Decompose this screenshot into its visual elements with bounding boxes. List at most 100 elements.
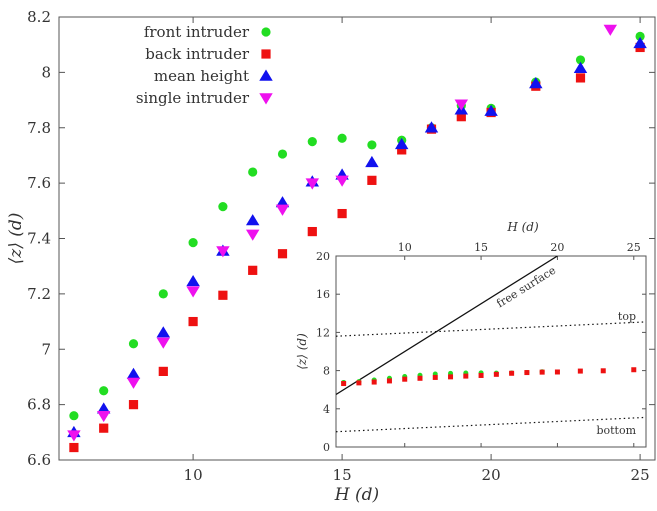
- inset-x-tick-label: 25: [627, 241, 641, 254]
- data-point: [424, 121, 439, 133]
- data-point: [218, 202, 228, 212]
- inset-line-free-surface: [336, 256, 558, 396]
- data-point: [126, 377, 141, 389]
- inset-lines: [336, 256, 646, 433]
- y-axis-label: ⟨z⟩ (d): [6, 213, 26, 265]
- legend-label: single intruder: [136, 89, 250, 107]
- inset-data-point: [577, 368, 583, 374]
- data-point: [96, 410, 111, 423]
- legend-label: back intruder: [145, 45, 250, 63]
- data-point: [307, 136, 317, 147]
- data-point: [248, 265, 258, 275]
- y-tick-label: 7.2: [27, 285, 51, 303]
- inset-data-point: [448, 374, 454, 380]
- data-point: [128, 339, 139, 349]
- data-point: [277, 249, 288, 259]
- y-tick-label: 6.8: [27, 396, 51, 414]
- inset-data-point: [402, 376, 408, 382]
- data-point: [635, 31, 645, 41]
- inset-data-point: [356, 380, 362, 386]
- inset-data-point: [341, 381, 347, 387]
- data-point: [96, 402, 111, 414]
- inset-y-tick-label: 16: [316, 288, 330, 301]
- inset-y-axis-label: ⟨z⟩ (d): [295, 333, 309, 370]
- inset-y-tick-label: 12: [316, 326, 330, 339]
- data-point: [367, 140, 377, 150]
- y-tick-label: 8.2: [27, 8, 51, 26]
- data-point: [603, 24, 618, 36]
- inset-annotation-top: top: [618, 310, 636, 323]
- data-point: [337, 208, 347, 219]
- data-point: [218, 290, 228, 300]
- data-point: [67, 430, 81, 442]
- x-axis-label: H (d): [334, 485, 379, 505]
- inset-data-point: [600, 368, 606, 374]
- inset-data-point: [478, 372, 484, 378]
- data-point: [69, 442, 79, 453]
- y-tick-label: 7: [41, 340, 51, 358]
- x-tick-label: 10: [184, 466, 203, 484]
- inset-y-tick-label: 4: [323, 403, 330, 416]
- inset-frame: [335, 255, 647, 448]
- inset-data-point: [631, 367, 637, 373]
- data-point: [307, 226, 317, 237]
- y-tick-label: 6.6: [27, 451, 51, 469]
- data-point: [575, 55, 586, 65]
- inset-data-point: [539, 369, 545, 375]
- data-point: [128, 400, 139, 410]
- inset-data-point: [463, 373, 469, 379]
- inset-y-tick-label: 0: [323, 441, 330, 454]
- y-tick-label: 7.6: [27, 174, 51, 192]
- inset-data-point: [493, 371, 499, 377]
- data-point: [397, 145, 407, 155]
- data-point: [367, 175, 377, 185]
- data-point: [188, 238, 198, 248]
- legend-marker: [259, 93, 273, 105]
- data-point: [335, 175, 349, 187]
- data-point: [305, 178, 320, 190]
- y-tick-label: 8: [41, 63, 51, 81]
- inset-y-tick-label: 20: [316, 250, 330, 263]
- x-tick-label: 20: [482, 466, 501, 484]
- y-tick-label: 7.8: [27, 119, 51, 137]
- inset-data-point: [417, 375, 423, 381]
- inset-x-tick-label: 15: [474, 241, 488, 254]
- data-point: [633, 36, 647, 49]
- inset-data-point: [371, 379, 377, 385]
- inset-data-point: [432, 374, 438, 380]
- data-point: [394, 137, 409, 150]
- data-point: [158, 289, 168, 299]
- data-point: [337, 133, 347, 143]
- data-point: [454, 99, 469, 111]
- data-point: [275, 204, 290, 216]
- data-point: [456, 112, 466, 122]
- legend-marker: [261, 49, 271, 59]
- inset-x-axis-label: H (d): [506, 220, 539, 234]
- inset-x-tick-label: 10: [398, 241, 412, 254]
- inset-data-point: [386, 378, 392, 384]
- data-point: [216, 246, 230, 258]
- x-tick-label: 25: [631, 466, 650, 484]
- data-point: [158, 366, 168, 376]
- inset-x-tick-label: 20: [550, 241, 564, 254]
- data-point: [99, 386, 109, 396]
- data-point: [156, 326, 171, 338]
- data-point: [365, 155, 379, 168]
- data-point: [156, 337, 171, 349]
- data-point: [188, 316, 198, 327]
- legend-label: mean height: [154, 67, 249, 85]
- data-point: [573, 61, 588, 73]
- inset-y-tick-label: 8: [323, 365, 330, 378]
- x-tick-label: 15: [333, 466, 352, 484]
- data-point: [245, 229, 260, 241]
- inset-data-point: [509, 370, 515, 376]
- data-point: [275, 196, 290, 208]
- legend-marker: [259, 69, 273, 81]
- data-point: [245, 214, 260, 226]
- data-point: [248, 167, 258, 177]
- data-point: [277, 149, 288, 159]
- data-point: [69, 411, 79, 421]
- inset-data-point: [524, 370, 530, 376]
- data-point: [126, 367, 141, 379]
